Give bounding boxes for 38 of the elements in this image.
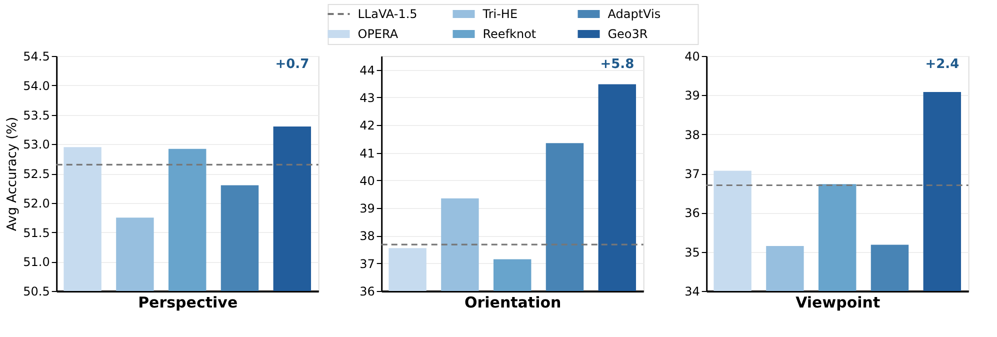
- y-tick-label: 40: [684, 50, 700, 64]
- legend-label: LLaVA-1.5: [358, 7, 418, 21]
- y-tick-label: 34: [684, 284, 700, 298]
- y-tick-label: 37: [684, 167, 700, 181]
- y-tick-label: 42: [360, 118, 375, 133]
- x-axis-title: Perspective: [138, 294, 238, 312]
- y-tick-label: 53.0: [23, 138, 50, 152]
- y-tick-label: 41: [360, 146, 375, 160]
- legend-label: Tri-HE: [482, 7, 518, 21]
- legend-label: AdaptVis: [608, 7, 661, 21]
- y-tick-label: 51.0: [23, 255, 50, 270]
- y-tick-label: 35: [684, 245, 700, 260]
- x-axis-title: Orientation: [464, 294, 562, 312]
- y-tick-label: 52.5: [23, 167, 50, 181]
- y-tick-label: 54.5: [23, 50, 50, 64]
- legend-label: Reefknot: [482, 27, 536, 41]
- x-axis-title: Viewpoint: [796, 294, 880, 312]
- y-tick-label: 39: [684, 88, 700, 103]
- annotation: +0.7: [275, 57, 310, 72]
- y-tick-label: 51.5: [23, 226, 50, 240]
- y-tick-label: 50.5: [23, 284, 50, 298]
- y-tick-label: 38: [360, 229, 375, 244]
- y-tick-label: 38: [684, 128, 700, 142]
- y-tick-label: 40: [360, 174, 375, 188]
- y-tick-label: 44: [360, 63, 375, 78]
- annotation: +2.4: [925, 57, 960, 72]
- legend-label: OPERA: [358, 27, 399, 41]
- y-tick-label: 43: [360, 90, 375, 105]
- y-tick-label: 54.0: [23, 78, 50, 93]
- legend-label: Geo3R: [608, 27, 648, 41]
- y-axis-title: Avg Accuracy (%): [5, 116, 20, 232]
- y-tick-label: 36: [360, 284, 375, 298]
- y-tick-label: 39: [360, 202, 375, 216]
- y-tick-label: 36: [684, 206, 700, 220]
- y-tick-label: 53.5: [23, 108, 50, 122]
- y-tick-label: 52.0: [23, 196, 50, 210]
- annotation: +5.8: [600, 57, 634, 72]
- y-tick-label: 37: [360, 256, 375, 271]
